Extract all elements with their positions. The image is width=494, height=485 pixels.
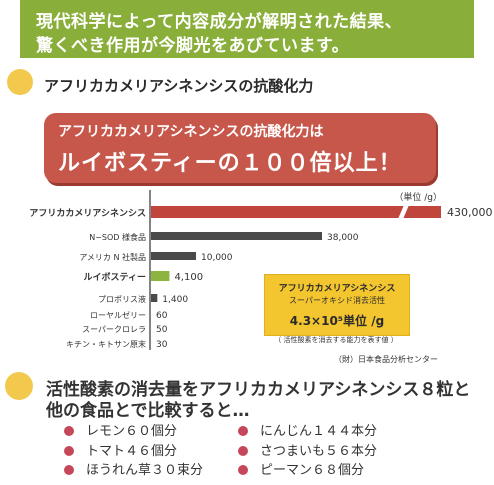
list-item: にんじん１４４本分 xyxy=(238,420,377,439)
antioxidant-bar-chart: （単位 /g） アフリカカメリアシネンシス 430,000 N−SOD 様食品 38,… xyxy=(29,190,493,350)
category-label: N−SOD 様食品 xyxy=(89,232,146,242)
callout-line-2: ルイボスティーの１００倍以上！ xyxy=(58,151,402,176)
list-item: ピーマン６８個分 xyxy=(238,459,364,478)
bar xyxy=(151,232,322,240)
list-item: ほうれん草３０束分 xyxy=(64,459,203,478)
category-label: キチン・キトサン原末 xyxy=(66,339,146,349)
section-title-antioxidant: アフリカカメリアシネンシスの抗酸化力 xyxy=(44,77,314,95)
value-label: 10,000 xyxy=(201,253,233,263)
comparison-line-1: 活性酸素の消去量をアフリカカメリアシネンシス８粒と xyxy=(46,380,471,400)
info-value: 4.3×10⁵単位 /g xyxy=(289,314,385,328)
value-label: 30 xyxy=(156,340,168,350)
comparison-bullet-icon xyxy=(5,372,33,400)
info-subtitle: スーパーオキシド消去活性 xyxy=(289,296,385,305)
category-label: スーパークロレラ xyxy=(82,325,146,334)
list-item: トマト４６個分 xyxy=(64,440,177,459)
bullet-dot-icon xyxy=(238,465,248,475)
callout-line-1: アフリカカメリアシネンシスの抗酸化力は xyxy=(58,124,324,140)
section-bullet-icon xyxy=(7,69,33,95)
category-label: ルイボスティー xyxy=(84,271,146,283)
bullet-dot-icon xyxy=(238,426,248,436)
data-source: （財）日本食品分析センター xyxy=(334,355,438,364)
category-label: プロポリス液 xyxy=(98,294,146,304)
bar xyxy=(151,206,441,218)
bar xyxy=(151,252,196,260)
value-label: 38,000 xyxy=(327,233,359,243)
info-note: （ 活性酸素を消去する能力を表す値 ） xyxy=(274,336,398,344)
headline-callout: アフリカカメリアシネンシスの抗酸化力は ルイボスティーの１００倍以上！ xyxy=(44,113,436,183)
bullet-dot-icon xyxy=(64,465,74,475)
list-item: さつまいも５６本分 xyxy=(238,440,377,459)
bar xyxy=(151,294,158,302)
value-label: 4,100 xyxy=(174,272,203,283)
category-label: アメリカ N 社製品 xyxy=(79,252,146,262)
comparison-line-2: 他の食品とで比較すると… xyxy=(46,401,250,421)
value-label: 60 xyxy=(156,311,168,321)
bullet-dot-icon xyxy=(64,426,74,436)
list-item: レモン６０個分 xyxy=(64,420,177,439)
bar xyxy=(151,271,170,281)
bullet-dot-icon xyxy=(64,446,74,456)
unit-label: （単位 /g） xyxy=(394,191,442,203)
axis-break-mark xyxy=(398,205,409,219)
value-label: 50 xyxy=(156,325,168,335)
value-label: 1,400 xyxy=(162,295,188,305)
bullet-dot-icon xyxy=(238,446,248,456)
category-label: ローヤルゼリー xyxy=(90,310,146,320)
activity-info-box: アフリカカメリアシネンシス スーパーオキシド消去活性 4.3×10⁵単位 /g xyxy=(264,274,410,336)
banner-line-1: 現代科学によって内容成分が解明された結果、 xyxy=(36,12,403,32)
category-label: アフリカカメリアシネンシス xyxy=(29,208,146,219)
banner-line-2: 驚くべき作用が今脚光をあびています。 xyxy=(36,36,350,56)
info-title: アフリカカメリアシネンシス xyxy=(278,284,396,294)
value-label: 430,000 xyxy=(447,206,493,219)
intro-banner: 現代科学によって内容成分が解明された結果、 驚くべき作用が今脚光をあびています。 xyxy=(20,0,474,58)
